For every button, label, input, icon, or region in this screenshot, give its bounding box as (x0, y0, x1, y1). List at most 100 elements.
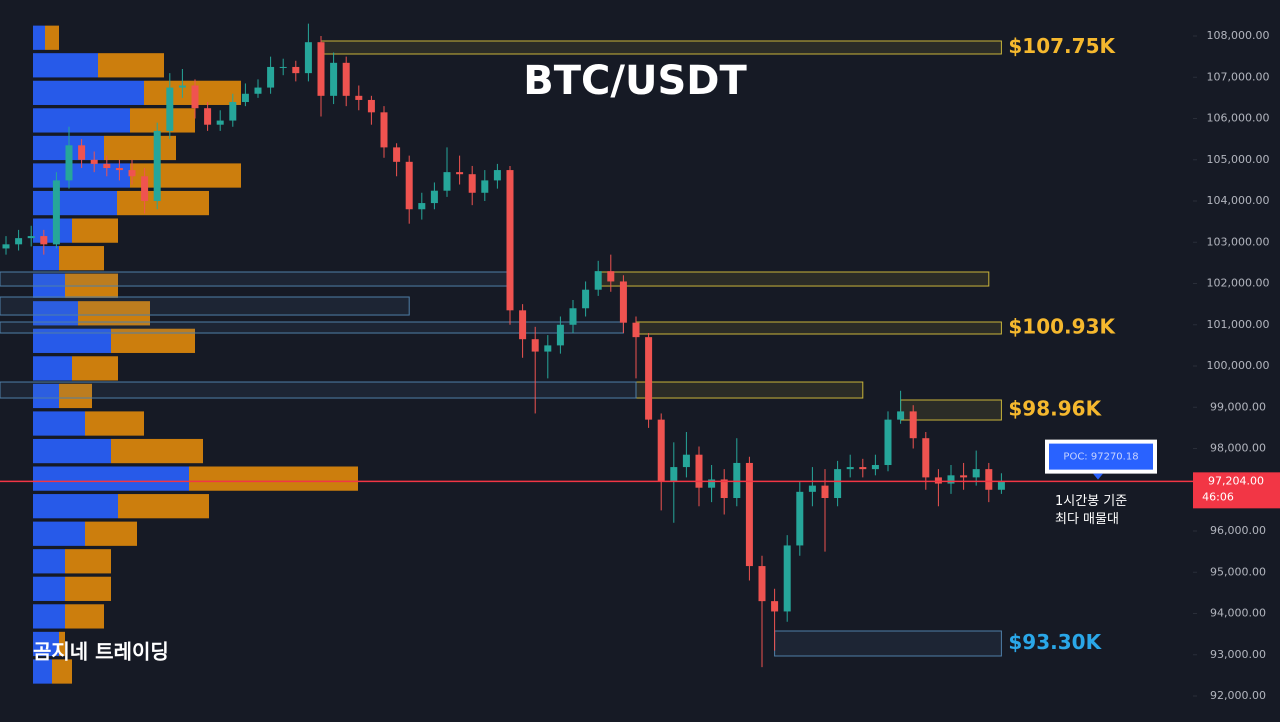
profile-buy (33, 604, 65, 629)
candle-body (27, 236, 35, 239)
candle-body (78, 145, 86, 160)
y-tick-label: 100,000.00 (1207, 359, 1270, 372)
candle-body (619, 281, 627, 323)
zone-label: $93.30K (1008, 630, 1102, 654)
y-tick-label: 94,000.00 (1210, 607, 1266, 620)
profile-buy (33, 108, 130, 133)
candle-body (708, 479, 716, 488)
axis-background (1193, 0, 1280, 722)
candle-body (191, 85, 199, 109)
y-tick-label: 95,000.00 (1210, 565, 1266, 578)
profile-buy (33, 576, 65, 601)
poc-note: 최다 매물대 (1055, 512, 1119, 527)
zone (0, 381, 637, 399)
y-tick-label: 106,000.00 (1207, 112, 1270, 125)
candle-body (267, 66, 275, 88)
candle-body (393, 147, 401, 162)
profile-buy (33, 438, 111, 464)
candle-body (758, 566, 766, 602)
profile-sell (189, 466, 358, 491)
candle-body (481, 180, 489, 193)
profile-sell (98, 53, 164, 78)
zone (0, 271, 511, 287)
candle-body (380, 112, 388, 148)
zone (0, 296, 410, 316)
y-tick-label: 99,000.00 (1210, 400, 1266, 413)
candle-body (40, 236, 48, 245)
candle-body (985, 469, 993, 490)
candle-body (607, 271, 615, 282)
profile-sell (52, 659, 72, 684)
countdown: 46:06 (1202, 490, 1234, 503)
candle-body (808, 485, 816, 492)
candle-body (657, 419, 665, 482)
candle-body (922, 438, 930, 478)
candle-body (141, 176, 149, 202)
profile-sell (117, 190, 209, 216)
candle-body (292, 66, 300, 74)
candle-body (871, 465, 879, 470)
candle-body (15, 238, 23, 245)
candle-body (821, 485, 829, 499)
candle-body (720, 479, 728, 499)
profile-sell (85, 411, 144, 436)
candle-body (443, 172, 451, 191)
candle-body (2, 244, 10, 249)
profile-sell (72, 356, 118, 381)
y-tick-label: 93,000.00 (1210, 648, 1266, 661)
candle-body (367, 99, 375, 113)
profile-buy (33, 246, 59, 271)
candle-body (279, 66, 287, 68)
candle-body (317, 42, 325, 96)
candle-body (506, 170, 514, 311)
candle-body (632, 322, 640, 338)
candle-body (355, 95, 363, 100)
profile-sell (118, 494, 209, 519)
profile-buy (33, 659, 52, 684)
candle-body (645, 337, 653, 420)
chart-title: BTC/USDT (523, 58, 747, 104)
candle-body (456, 172, 464, 175)
candle-body (796, 491, 804, 546)
candle-body (997, 481, 1005, 490)
candle-body (342, 62, 350, 96)
candle-body (960, 475, 968, 478)
y-tick-label: 108,000.00 (1207, 29, 1270, 42)
zone (635, 321, 1002, 335)
y-tick-label: 103,000.00 (1207, 235, 1270, 248)
profile-buy (33, 631, 59, 657)
profile-buy (33, 53, 98, 78)
watermark: 곰지네 트레이딩 (33, 640, 169, 664)
candle-body (972, 469, 980, 478)
candle-body (594, 271, 602, 290)
candle-body (771, 601, 779, 612)
zone-label: $100.93K (1008, 314, 1116, 338)
candles (2, 23, 1005, 668)
candle-body (103, 163, 111, 169)
candle-body (90, 159, 98, 164)
profile-sell (59, 246, 104, 271)
profile-buy (33, 466, 189, 491)
candle-body (204, 108, 212, 125)
profile-buy (33, 521, 85, 546)
candle-body (884, 419, 892, 466)
poc-note: 1시간봉 기준 (1055, 494, 1127, 509)
candle-body (153, 130, 161, 202)
candle-body (556, 324, 564, 346)
y-tick-label: 105,000.00 (1207, 153, 1270, 166)
profile-sell (65, 549, 111, 574)
profile-buy (33, 190, 117, 216)
profile-sell (130, 163, 241, 188)
candle-body (897, 411, 905, 420)
y-tick-label: 98,000.00 (1210, 442, 1266, 455)
zone (597, 271, 990, 287)
zone (635, 381, 864, 399)
profile-sell (111, 438, 203, 464)
candle-body (178, 85, 186, 88)
candle-body (405, 161, 413, 210)
candle-body (229, 102, 237, 121)
candle-body (947, 475, 955, 484)
y-tick-label: 96,000.00 (1210, 524, 1266, 537)
candle-body (115, 168, 123, 171)
